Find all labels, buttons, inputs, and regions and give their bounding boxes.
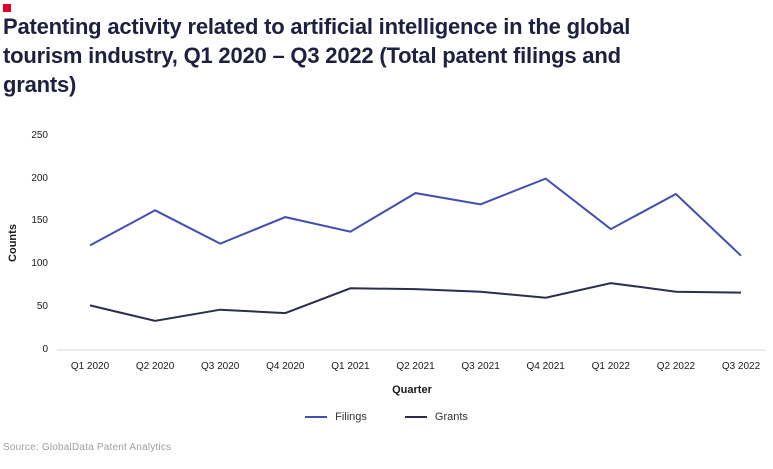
x-tick-label: Q1 2021	[331, 361, 370, 372]
x-tick-label: Q2 2021	[396, 361, 435, 372]
y-tick-label: 0	[42, 344, 48, 355]
x-tick-label: Q4 2021	[526, 361, 565, 372]
chart-title: Patenting activity related to artificial…	[3, 14, 631, 97]
legend: Filings Grants	[0, 411, 773, 423]
y-tick-label: 100	[31, 258, 48, 270]
legend-label: Filings	[335, 411, 367, 423]
y-tick-label: 250	[31, 129, 48, 141]
legend-item-grants[interactable]: Grants	[404, 411, 468, 423]
x-axis-label: Quarter	[392, 384, 432, 396]
x-tick-label: Q3 2021	[461, 361, 500, 372]
legend-swatch-grants	[404, 416, 427, 418]
y-tick-label: 150	[31, 215, 48, 227]
x-tick-label: Q4 2020	[266, 361, 305, 372]
legend-label: Grants	[434, 411, 468, 423]
legend-swatch-filings	[305, 416, 328, 418]
source-note: Source: GlobalData Patent Analytics	[3, 442, 172, 453]
brand-mark	[3, 4, 11, 12]
series-line-filings	[89, 177, 742, 257]
x-tick-label: Q2 2020	[135, 361, 175, 372]
x-tick-label: Q1 2020	[70, 361, 110, 372]
plot-svg	[57, 177, 766, 351]
legend-item-filings[interactable]: Filings	[305, 411, 367, 423]
x-tick-label: Q3 2020	[201, 361, 240, 372]
series-line-grants	[89, 282, 742, 322]
y-tick-label: 200	[31, 172, 48, 184]
x-tick-label: Q3 2022	[721, 361, 761, 372]
x-tick-label: Q1 2022	[591, 361, 630, 372]
y-tick-label: 50	[36, 301, 48, 313]
x-tick-label: Q2 2022	[656, 361, 696, 372]
